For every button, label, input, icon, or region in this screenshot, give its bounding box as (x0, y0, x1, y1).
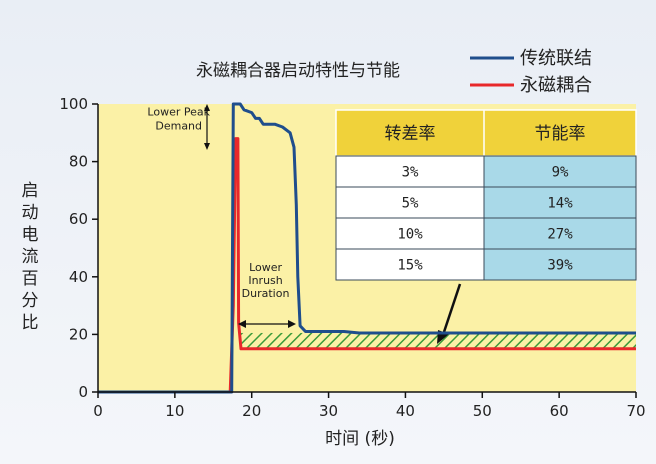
x-tick-label: 30 (319, 402, 338, 420)
y-axis-label-char: 百 (22, 269, 39, 289)
table-pointer-arrow (441, 283, 462, 336)
x-tick-label: 50 (473, 402, 492, 420)
y-tick-label: 100 (59, 95, 88, 113)
series-line-traditional (98, 102, 636, 394)
table-cell: 27% (547, 227, 573, 243)
table-cell: 14% (547, 196, 573, 212)
x-tick-label: 40 (396, 402, 415, 420)
y-axis-label-char: 流 (22, 247, 39, 267)
y-axis-label-char: 比 (22, 313, 39, 333)
table-cell: 15% (397, 258, 423, 274)
table-row-saving-cell (483, 217, 637, 250)
annotation-inrush-text: Inrush (248, 274, 282, 287)
y-axis-label-char: 电 (22, 225, 39, 245)
table-cell: 39% (547, 258, 573, 274)
y-axis-label-char: 分 (22, 291, 39, 311)
table-cell: 5% (402, 196, 419, 212)
table-cell: 3% (402, 165, 419, 181)
x-axis-label: 时间 (秒) (325, 429, 395, 449)
table-header (335, 109, 637, 157)
x-tick-label: 70 (626, 402, 645, 420)
annotation-peak-text: Lower Peak (147, 106, 210, 119)
y-axis-label-char: 启 (22, 181, 39, 201)
table-cell: 10% (397, 227, 423, 243)
y-axis-label-char: 动 (22, 203, 39, 223)
x-tick-label: 20 (242, 402, 261, 420)
x-tick-label: 10 (165, 402, 184, 420)
annotation-peak-arrowhead-bottom (204, 143, 210, 150)
chart-title: 永磁耦合器启动特性与节能 (196, 61, 400, 81)
legend-label-magnetic: 永磁耦合 (520, 75, 592, 96)
legend-label-traditional: 传统联结 (520, 48, 592, 69)
y-tick-label: 20 (69, 325, 88, 343)
table-header-cell: 节能率 (535, 124, 586, 144)
y-tick-label: 40 (69, 268, 88, 286)
table-row-saving-cell (483, 248, 637, 281)
table-row-slip-cell (335, 186, 485, 219)
table-row-saving-cell (483, 155, 637, 188)
table-cell: 9% (552, 165, 569, 181)
annotation-peak-text: Demand (155, 120, 202, 133)
x-tick-label: 60 (550, 402, 569, 420)
table-row-slip-cell (335, 248, 485, 281)
annotation-inrush-text: Lower (249, 261, 282, 274)
table-row-slip-cell (335, 217, 485, 250)
y-tick-label: 80 (69, 153, 88, 171)
annotation-inrush-text: Duration (242, 287, 290, 300)
x-tick-label: 0 (93, 402, 103, 420)
table-row-slip-cell (335, 155, 485, 188)
table-header-cell: 转差率 (385, 124, 436, 144)
annotation-inrush-arrowhead-right (288, 320, 296, 328)
y-tick-label: 0 (78, 383, 88, 401)
legend: 传统联结 永磁耦合 (470, 48, 592, 96)
annotation-peak-arrowhead-top (204, 104, 210, 111)
y-tick-label: 60 (69, 210, 88, 228)
annotation-inrush-arrowhead-left (238, 320, 246, 328)
